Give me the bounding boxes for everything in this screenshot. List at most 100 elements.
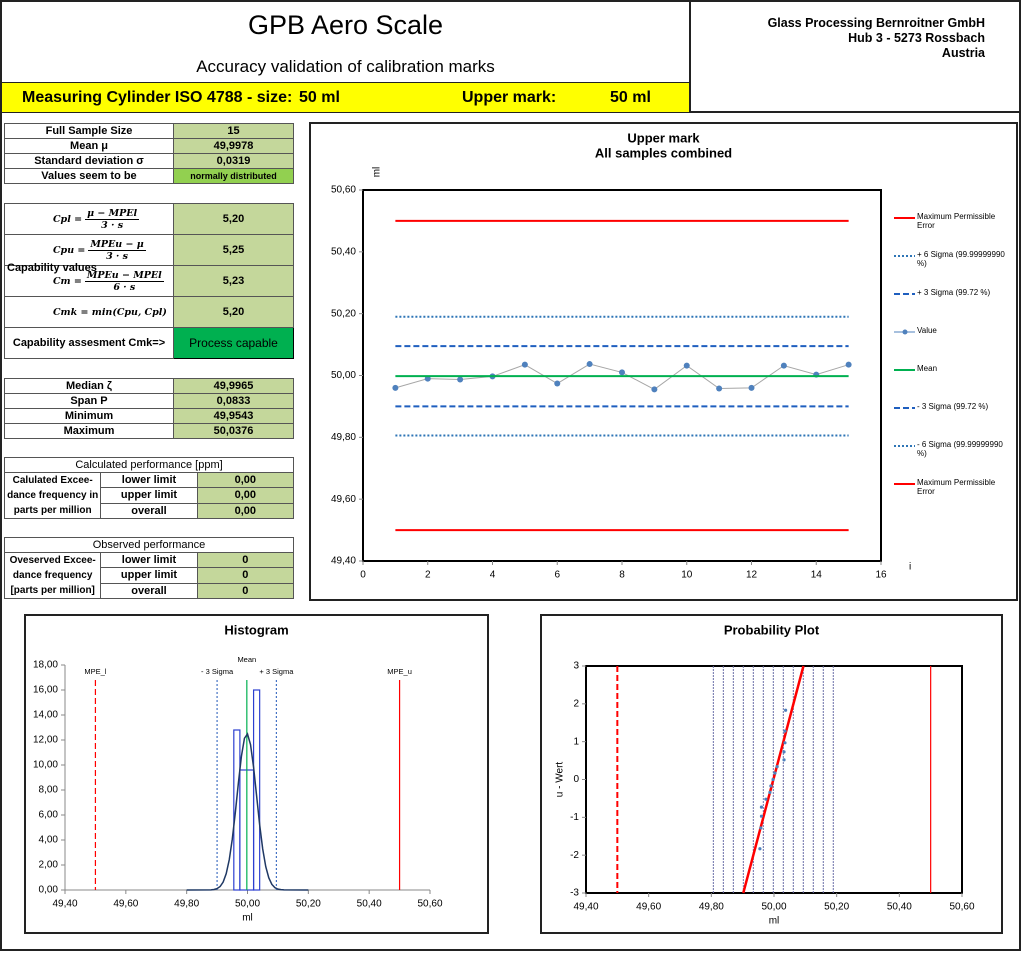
- x-tick-label: 50,60: [949, 902, 974, 913]
- density-curve: [186, 732, 309, 891]
- label-line: dance frequency: [12, 570, 93, 581]
- legend-label: + 6 Sigma (99.99999990 %): [917, 250, 1005, 268]
- y-tick-label: 49,60: [331, 494, 356, 505]
- cell: Span P: [4, 393, 174, 409]
- data-point: [748, 384, 755, 391]
- y-tick-label: 3: [573, 661, 579, 672]
- data-point: [759, 826, 763, 830]
- legend-item: + 3 Sigma (99.72 %): [893, 288, 1013, 326]
- y-tick-label: 50,60: [331, 185, 356, 196]
- header: GPB Aero Scale Accuracy validation of ca…: [2, 2, 691, 113]
- legend-swatch: [894, 329, 915, 335]
- x-tick-label: 2: [425, 570, 431, 581]
- subtitle: Accuracy validation of calibration marks: [196, 57, 495, 76]
- cell: 5,25: [173, 234, 294, 266]
- histogram-chart: 0,00 2,00 4,00 6,00 8,00 10,00 12,00 14,00 16,00…: [24, 614, 489, 934]
- chart-frame: [24, 614, 489, 934]
- data-point: [783, 729, 787, 733]
- data-point: [771, 777, 775, 782]
- x-tick-label: 50,20: [824, 902, 849, 913]
- x-tick-label: 50,40: [887, 902, 912, 913]
- cell: Capability assesment Cmk=>: [4, 327, 174, 359]
- y-tick-label: 12,00: [33, 735, 58, 746]
- cell: Process capable: [173, 327, 294, 359]
- x-tick-label: 49,40: [52, 899, 77, 910]
- y-axis-label: ml: [372, 167, 383, 178]
- reference-label: MPE_u: [387, 667, 412, 676]
- legend-label: Mean: [917, 364, 938, 373]
- y-tick-label: 4,00: [39, 835, 59, 846]
- x-tick-label: 0: [360, 570, 366, 581]
- cell: Calculated performance [ppm]: [4, 457, 294, 473]
- title: GPB Aero Scale: [247, 10, 444, 40]
- label-line: Oveserved Excee-: [9, 555, 96, 566]
- chart-title: Probability Plot: [724, 622, 820, 637]
- x-axis-label: ml: [242, 913, 253, 924]
- x-tick-label: 49,80: [699, 902, 724, 913]
- data-point: [758, 847, 762, 851]
- formula: Cpl = μ − MPEl 3 · s: [4, 203, 174, 235]
- formula-lhs: Cm =: [53, 275, 82, 287]
- data-point: [457, 376, 464, 383]
- data-point: [773, 771, 777, 775]
- cell: normally distributed: [173, 168, 294, 184]
- cell: Oveserved Excee-dance frequency [parts pe…: [3, 552, 102, 599]
- x-tick-label: 49,60: [636, 902, 661, 913]
- y-tick-label: 18,00: [33, 660, 58, 671]
- cell: Minimum: [4, 408, 174, 424]
- mark-value: 50 ml: [610, 89, 651, 106]
- formula-num: MPEu − MPEl: [84, 269, 164, 282]
- cell: 0,0833: [173, 393, 294, 409]
- legend-swatch: [894, 369, 915, 371]
- data-point: [780, 362, 787, 369]
- capability-label: Capability values: [7, 262, 97, 274]
- stats-table: Median ζ 49,9965 Span P 0,0833 Minimum 49,9…: [4, 378, 294, 439]
- legend-item: - 6 Sigma (99.99999990 %): [893, 440, 1013, 478]
- x-tick-label: 50,00: [235, 899, 260, 910]
- cell: overall: [100, 502, 198, 520]
- bar: [252, 689, 261, 891]
- formula: Cmk = min(Cpu, Cpl): [4, 296, 174, 328]
- y-tick-label: 49,40: [331, 556, 356, 567]
- cell: lower limit: [100, 471, 198, 489]
- legend-swatch: [894, 255, 915, 257]
- y-tick-label: 2,00: [39, 860, 59, 871]
- x-tick-label: 10: [681, 570, 693, 581]
- cell: 0,00: [196, 487, 295, 504]
- chart-title: Histogram: [224, 622, 288, 637]
- cell: Median ζ: [4, 378, 174, 394]
- reference-label: Mean: [237, 655, 256, 664]
- company-line: Glass Processing Bernroitner GmbH: [767, 16, 985, 30]
- calculated-table: Calculated performance [ppm] Calulated E…: [3, 457, 295, 520]
- x-tick-label: 8: [619, 570, 625, 581]
- item-label: Measuring Cylinder ISO 4788 - size:: [22, 89, 293, 106]
- formula-lhs: Cpu =: [53, 244, 86, 256]
- company: Glass Processing Bernroitner GmbH Hub 3 …: [691, 2, 1021, 113]
- data-point: [521, 361, 528, 368]
- data-point: [782, 758, 786, 762]
- y-axis-label: u - Wert: [555, 762, 566, 798]
- formula-num: μ − MPEl: [85, 207, 140, 220]
- x-axis-label: i: [909, 562, 911, 573]
- y-tick-label: 0,00: [39, 885, 59, 896]
- legend-item: - 3 Sigma (99.72 %): [893, 402, 1013, 440]
- x-tick-label: 4: [490, 570, 496, 581]
- control-chart: 49,40 49,60 49,80 50,00 50,20 50,40 50,60 0 2 4 6 8…: [309, 122, 1018, 601]
- legend-label: Maximum Permissible Error: [917, 478, 996, 496]
- legend-item: Maximum Permissible Error: [893, 212, 1013, 250]
- formula-lhs: Cpl =: [53, 213, 83, 225]
- x-tick-label: 14: [811, 570, 823, 581]
- formula-lhs: Cmk = min(Cpu, Cpl): [53, 306, 167, 318]
- legend-marker: [902, 329, 908, 335]
- label-line: parts per million: [13, 505, 92, 516]
- data-point: [783, 741, 787, 745]
- x-tick-label: 6: [554, 570, 560, 581]
- legend-swatch: [894, 293, 915, 295]
- x-tick-label: 16: [875, 570, 887, 581]
- legend: Maximum Permissible Error + 6 Sigma (99.9…: [893, 212, 1013, 516]
- y-tick-label: 50,20: [331, 308, 356, 319]
- cell: Maximum: [4, 423, 174, 439]
- cell: 5,23: [173, 265, 294, 297]
- cell: 5,20: [173, 203, 294, 235]
